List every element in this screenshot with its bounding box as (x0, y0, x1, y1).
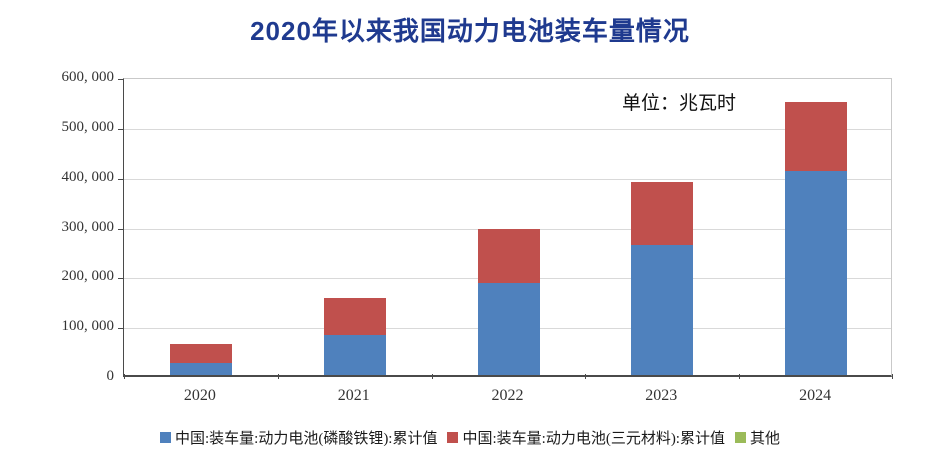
y-axis-label: 400, 000 (61, 168, 115, 185)
y-axis-label: 600, 000 (61, 69, 115, 85)
x-axis-label: 2024 (799, 387, 832, 404)
bar-segment-2020 (169, 343, 232, 364)
y-axis-tick (118, 278, 123, 280)
x-axis-tick (892, 374, 893, 379)
bar-2023 (631, 181, 694, 375)
x-axis-label: 2021 (337, 387, 370, 404)
bar-2020 (169, 343, 232, 375)
y-axis-label: 500, 000 (61, 118, 115, 135)
bar-2022 (477, 228, 540, 375)
plot-area (118, 78, 893, 379)
y-axis-tick (118, 79, 123, 80)
chart-title: 2020年以来我国动力电池装车量情况 (250, 16, 690, 46)
bar-segment-2024 (785, 170, 848, 375)
y-axis-label: 0 (106, 368, 115, 384)
bar-segment-2020 (169, 363, 232, 375)
bar-segment-2023 (631, 181, 694, 246)
x-axis-label: 2023 (645, 387, 678, 404)
legend-swatch-icon (734, 432, 746, 443)
legend: 中国:装车量:动力电池(磷酸铁锂):累计值 中国:装车量:动力电池(三元材料):累… (0, 427, 940, 448)
legend-label: 中国:装车量:动力电池(磷酸铁锂):累计值 (174, 431, 438, 447)
y-axis-tick (118, 328, 123, 330)
x-axis-label: 2022 (491, 387, 524, 404)
gridline (124, 128, 891, 130)
bar-segment-2024 (785, 101, 848, 171)
x-axis-tick (585, 374, 587, 379)
legend-swatch-icon (159, 432, 171, 443)
x-axis-tick (431, 374, 433, 379)
x-axis-tick (739, 374, 741, 379)
legend-item: 中国:装车量:动力电池(三元材料):累计值 (447, 427, 725, 448)
unit-label: 单位：兆瓦时 (622, 93, 737, 114)
bar-2024 (785, 101, 848, 375)
legend-label: 中国:装车量:动力电池(三元材料):累计值 (462, 431, 725, 447)
bar-segment-2021 (323, 335, 386, 375)
legend-label: 其他 (749, 431, 780, 447)
x-axis-tick (277, 374, 279, 379)
y-axis-label: 300, 000 (61, 218, 115, 235)
legend-item: 中国:装车量:动力电池(磷酸铁锂):累计值 (159, 427, 438, 448)
x-axis-label: 2020 (183, 387, 216, 404)
bar-2021 (323, 297, 386, 375)
bar-segment-2022 (477, 283, 540, 375)
bar-segment-2023 (631, 245, 694, 375)
gridline (124, 178, 891, 180)
legend-item: 其他 (734, 427, 780, 448)
bar-segment-2021 (323, 297, 386, 336)
y-axis-tick (118, 228, 123, 230)
legend-swatch-icon (447, 432, 459, 443)
y-axis-tick (118, 128, 123, 130)
y-axis-label: 200, 000 (61, 268, 115, 285)
bar-segment-2022 (477, 228, 540, 284)
y-axis-tick (118, 178, 123, 180)
y-axis-label: 100, 000 (61, 318, 115, 335)
x-axis-tick (124, 374, 125, 379)
